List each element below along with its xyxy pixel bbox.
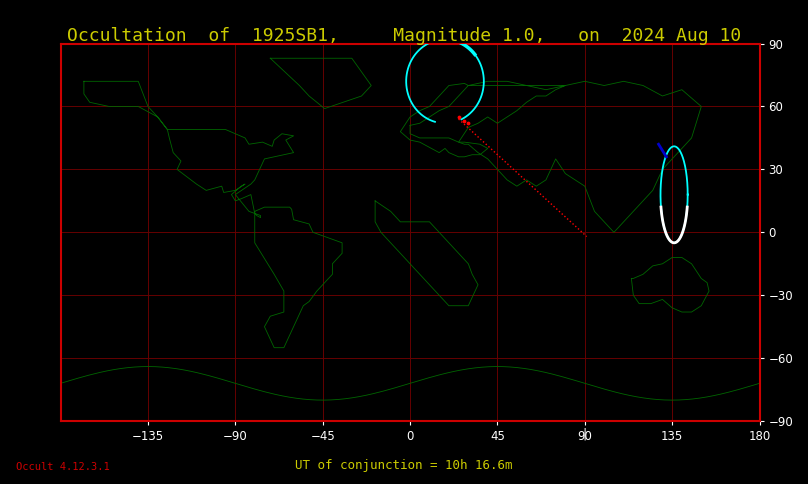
Text: Occult 4.12.3.1: Occult 4.12.3.1	[16, 462, 110, 472]
Text: |: |	[583, 427, 587, 440]
Text: Occultation  of  1925SB1,     Magnitude 1.0,   on  2024 Aug 10: Occultation of 1925SB1, Magnitude 1.0, o…	[67, 27, 741, 45]
Point	[458, 117, 471, 125]
Point	[452, 113, 465, 121]
Point	[462, 120, 475, 127]
Text: UT of conjunction = 10h 16.6m: UT of conjunction = 10h 16.6m	[295, 459, 513, 472]
